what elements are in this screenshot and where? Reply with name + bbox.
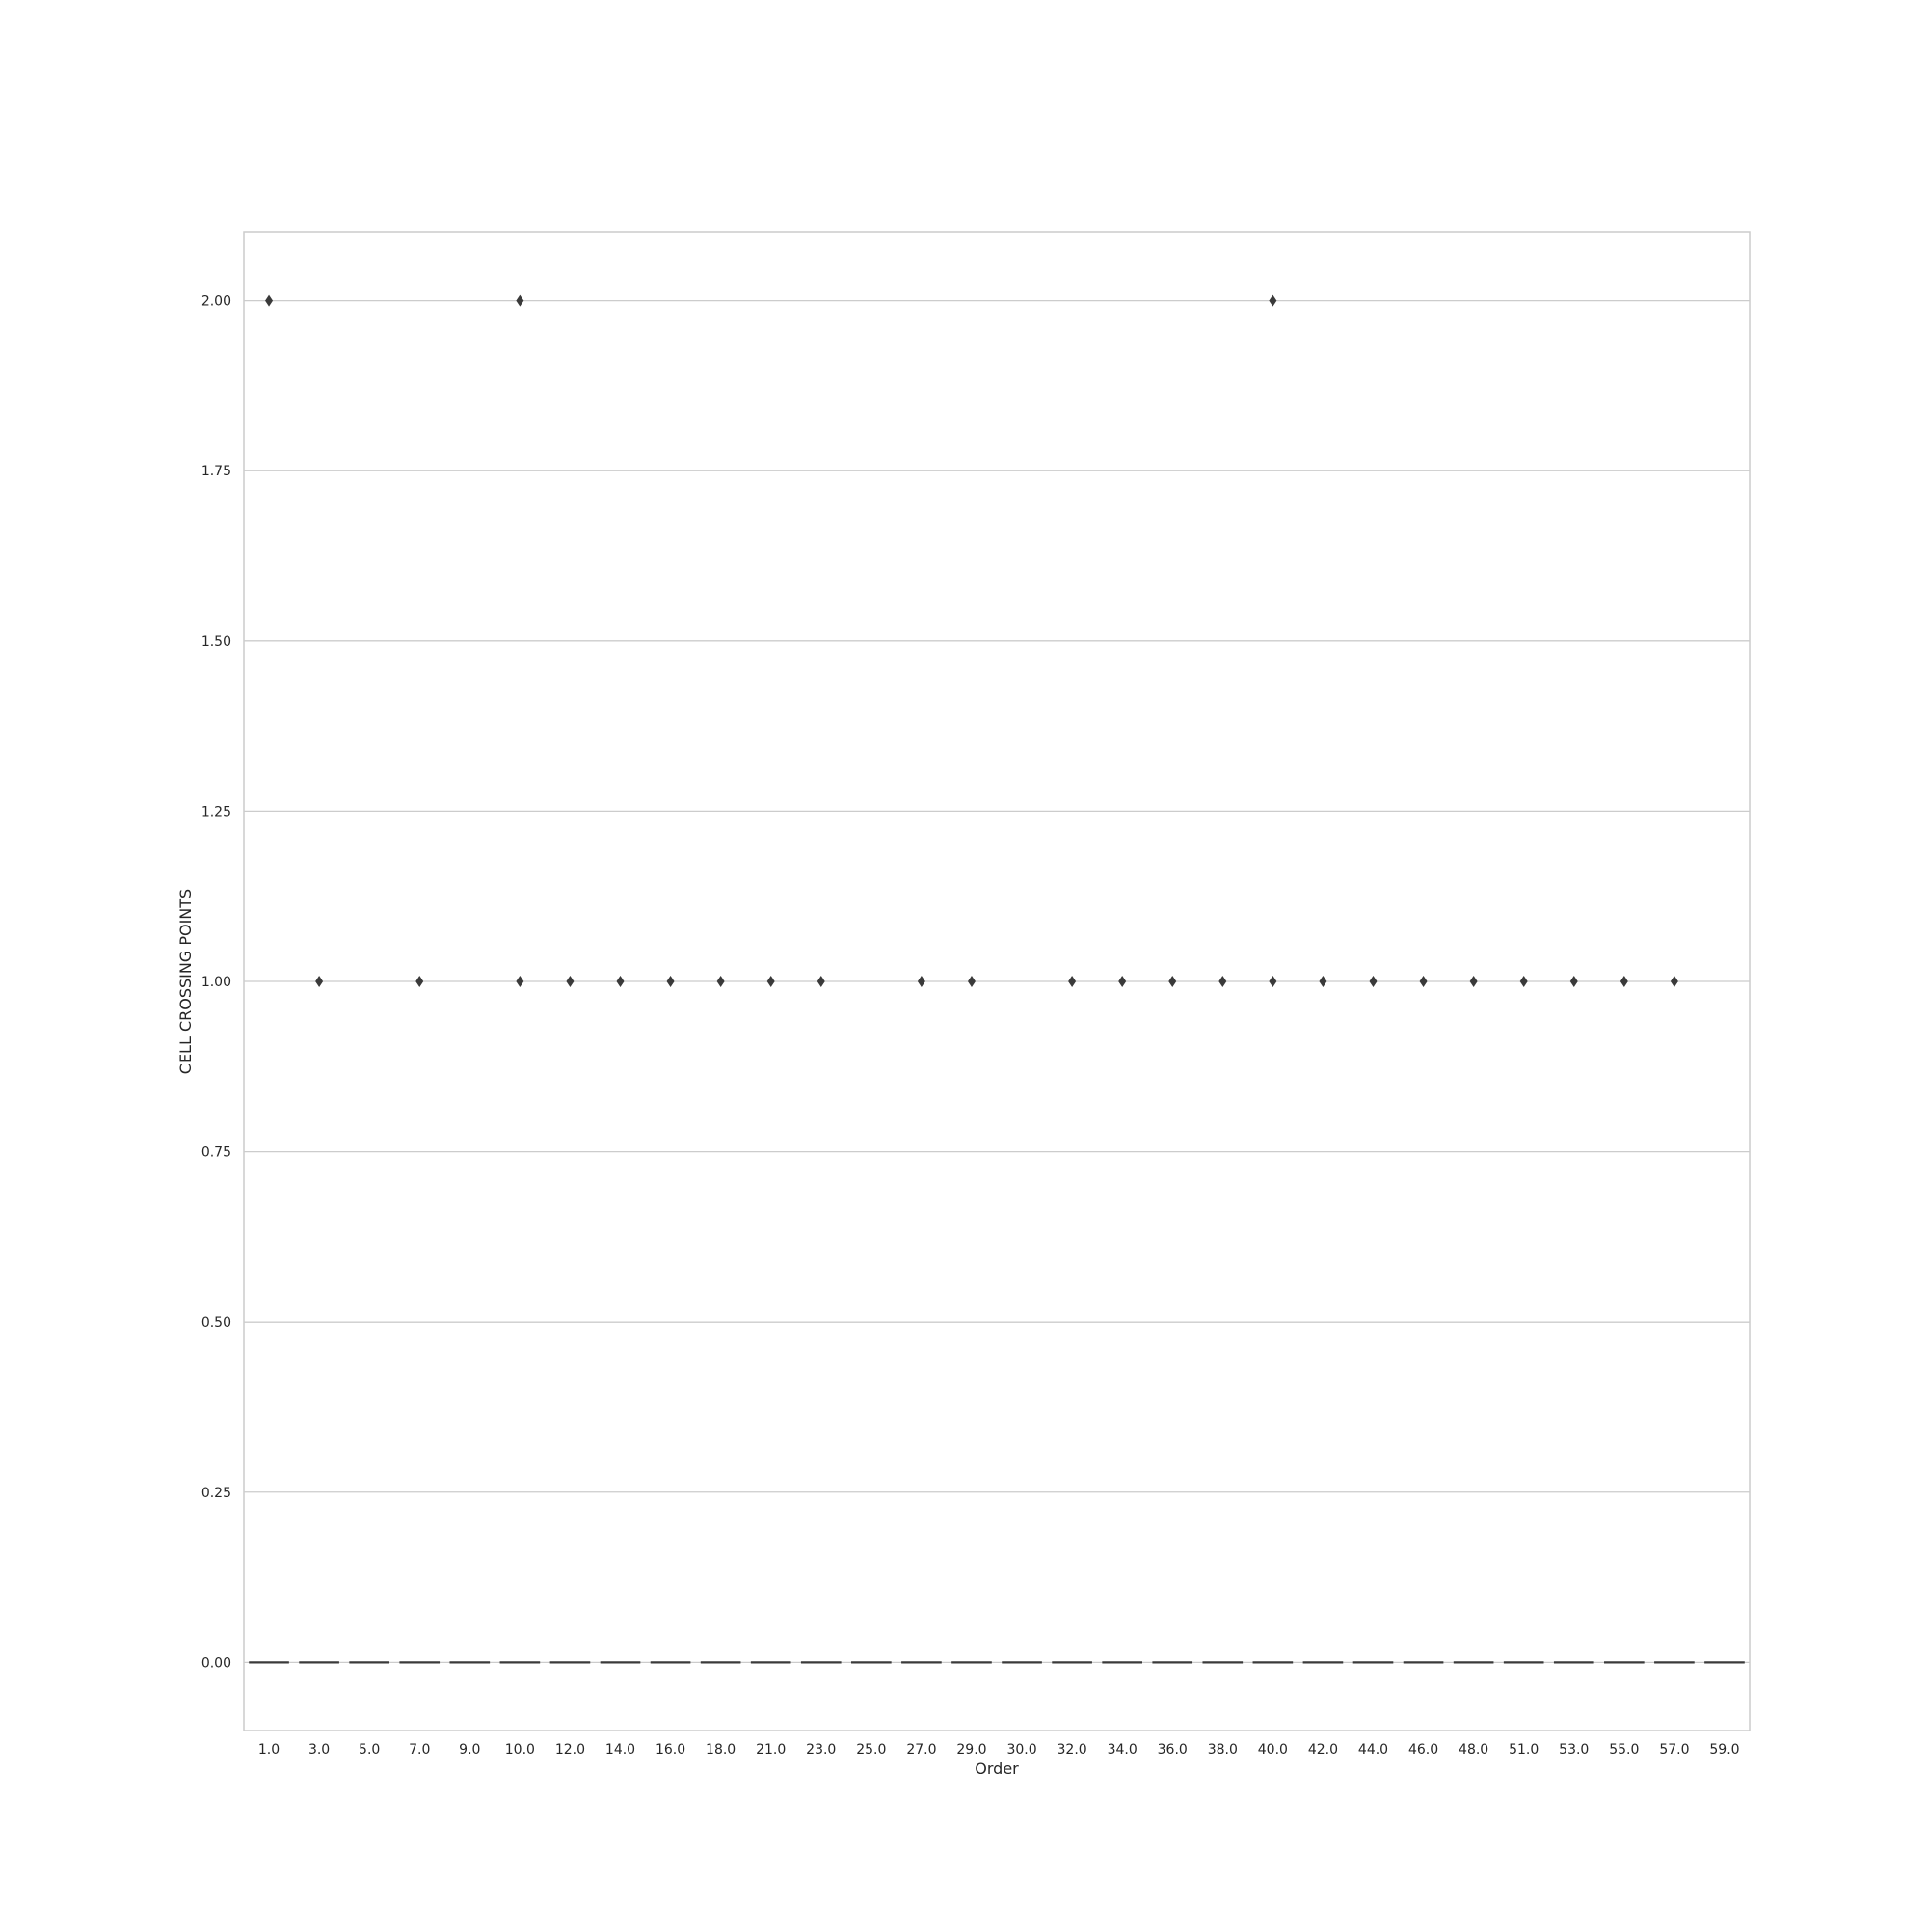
y-tick-label: 0.50 bbox=[201, 1315, 231, 1330]
outlier-point bbox=[516, 976, 524, 987]
y-tick-label: 1.75 bbox=[201, 464, 231, 479]
y-tick-label: 0.75 bbox=[201, 1145, 231, 1161]
outlier-point bbox=[1369, 976, 1378, 987]
x-tick-label: 48.0 bbox=[1459, 1742, 1488, 1758]
grid-lines bbox=[244, 299, 1750, 1664]
x-tick-label: 14.0 bbox=[605, 1742, 635, 1758]
x-tick-label: 34.0 bbox=[1108, 1742, 1138, 1758]
x-tick-label: 51.0 bbox=[1509, 1742, 1539, 1758]
outlier-point bbox=[1168, 976, 1177, 987]
x-tick-label: 10.0 bbox=[505, 1742, 535, 1758]
x-tick-label: 59.0 bbox=[1709, 1742, 1739, 1758]
outlier-point bbox=[315, 976, 324, 987]
x-tick-label: 30.0 bbox=[1006, 1742, 1036, 1758]
outlier-point bbox=[1068, 976, 1077, 987]
x-tick-label: 12.0 bbox=[555, 1742, 585, 1758]
x-tick-label: 25.0 bbox=[856, 1742, 886, 1758]
outlier-point bbox=[766, 976, 775, 987]
x-tick-label: 44.0 bbox=[1358, 1742, 1388, 1758]
x-tick-label: 55.0 bbox=[1609, 1742, 1639, 1758]
x-tick-label: 16.0 bbox=[656, 1742, 685, 1758]
outlier-point bbox=[566, 976, 575, 987]
x-axis-label: Order bbox=[975, 1759, 1019, 1778]
outlier-point bbox=[1269, 976, 1277, 987]
x-tick-label: 27.0 bbox=[906, 1742, 936, 1758]
outlier-point bbox=[1419, 976, 1428, 987]
x-tick-label: 53.0 bbox=[1559, 1742, 1589, 1758]
x-tick-labels: 1.0 3.0 5.0 7.0 9.0 10.0 12.0 14.0 16.0 18.0 21.0 2… bbox=[258, 1742, 1740, 1758]
y-tick-label: 1.00 bbox=[201, 975, 231, 990]
plot-frame bbox=[243, 231, 1751, 1731]
outlier-points bbox=[265, 294, 1678, 987]
y-tick-label: 0.00 bbox=[201, 1655, 231, 1671]
x-tick-label: 9.0 bbox=[459, 1742, 480, 1758]
outlier-point bbox=[666, 976, 675, 987]
x-tick-label: 29.0 bbox=[956, 1742, 986, 1758]
outlier-point bbox=[616, 976, 625, 987]
outlier-point bbox=[1620, 976, 1628, 987]
outlier-point bbox=[1670, 976, 1678, 987]
outlier-point bbox=[967, 976, 976, 987]
x-tick-label: 40.0 bbox=[1258, 1742, 1288, 1758]
x-tick-label: 46.0 bbox=[1408, 1742, 1438, 1758]
outlier-point bbox=[1519, 976, 1528, 987]
x-tick-label: 38.0 bbox=[1208, 1742, 1238, 1758]
outlier-point bbox=[415, 976, 424, 987]
x-tick-label: 42.0 bbox=[1308, 1742, 1338, 1758]
outlier-point bbox=[716, 976, 725, 987]
outlier-point bbox=[817, 976, 825, 987]
y-axis-label: CELL CROSSING POINTS bbox=[176, 889, 195, 1074]
x-tick-label: 57.0 bbox=[1659, 1742, 1689, 1758]
y-tick-labels: 0.00 0.25 0.50 0.75 1.00 1.25 1.50 1.75 2.00 bbox=[201, 294, 231, 1672]
y-tick-label: 1.25 bbox=[201, 804, 231, 819]
y-tick-label: 2.00 bbox=[201, 294, 231, 309]
outlier-point bbox=[1118, 976, 1127, 987]
outlier-point bbox=[1469, 976, 1478, 987]
outlier-point bbox=[1319, 976, 1327, 987]
x-tick-label: 3.0 bbox=[308, 1742, 330, 1758]
x-tick-label: 7.0 bbox=[409, 1742, 430, 1758]
x-tick-label: 32.0 bbox=[1058, 1742, 1087, 1758]
outlier-point bbox=[516, 294, 524, 307]
outlier-point bbox=[265, 294, 274, 307]
outlier-point bbox=[1218, 976, 1227, 987]
x-tick-label: 23.0 bbox=[806, 1742, 836, 1758]
y-tick-label: 0.25 bbox=[201, 1486, 231, 1501]
x-tick-label: 21.0 bbox=[756, 1742, 786, 1758]
outlier-point bbox=[917, 976, 925, 987]
x-tick-label: 36.0 bbox=[1158, 1742, 1188, 1758]
x-tick-label: 18.0 bbox=[706, 1742, 736, 1758]
outlier-point bbox=[1269, 294, 1277, 307]
x-tick-label: 5.0 bbox=[359, 1742, 380, 1758]
y-tick-label: 1.50 bbox=[201, 634, 231, 650]
outlier-point bbox=[1569, 976, 1578, 987]
x-tick-label: 1.0 bbox=[258, 1742, 280, 1758]
